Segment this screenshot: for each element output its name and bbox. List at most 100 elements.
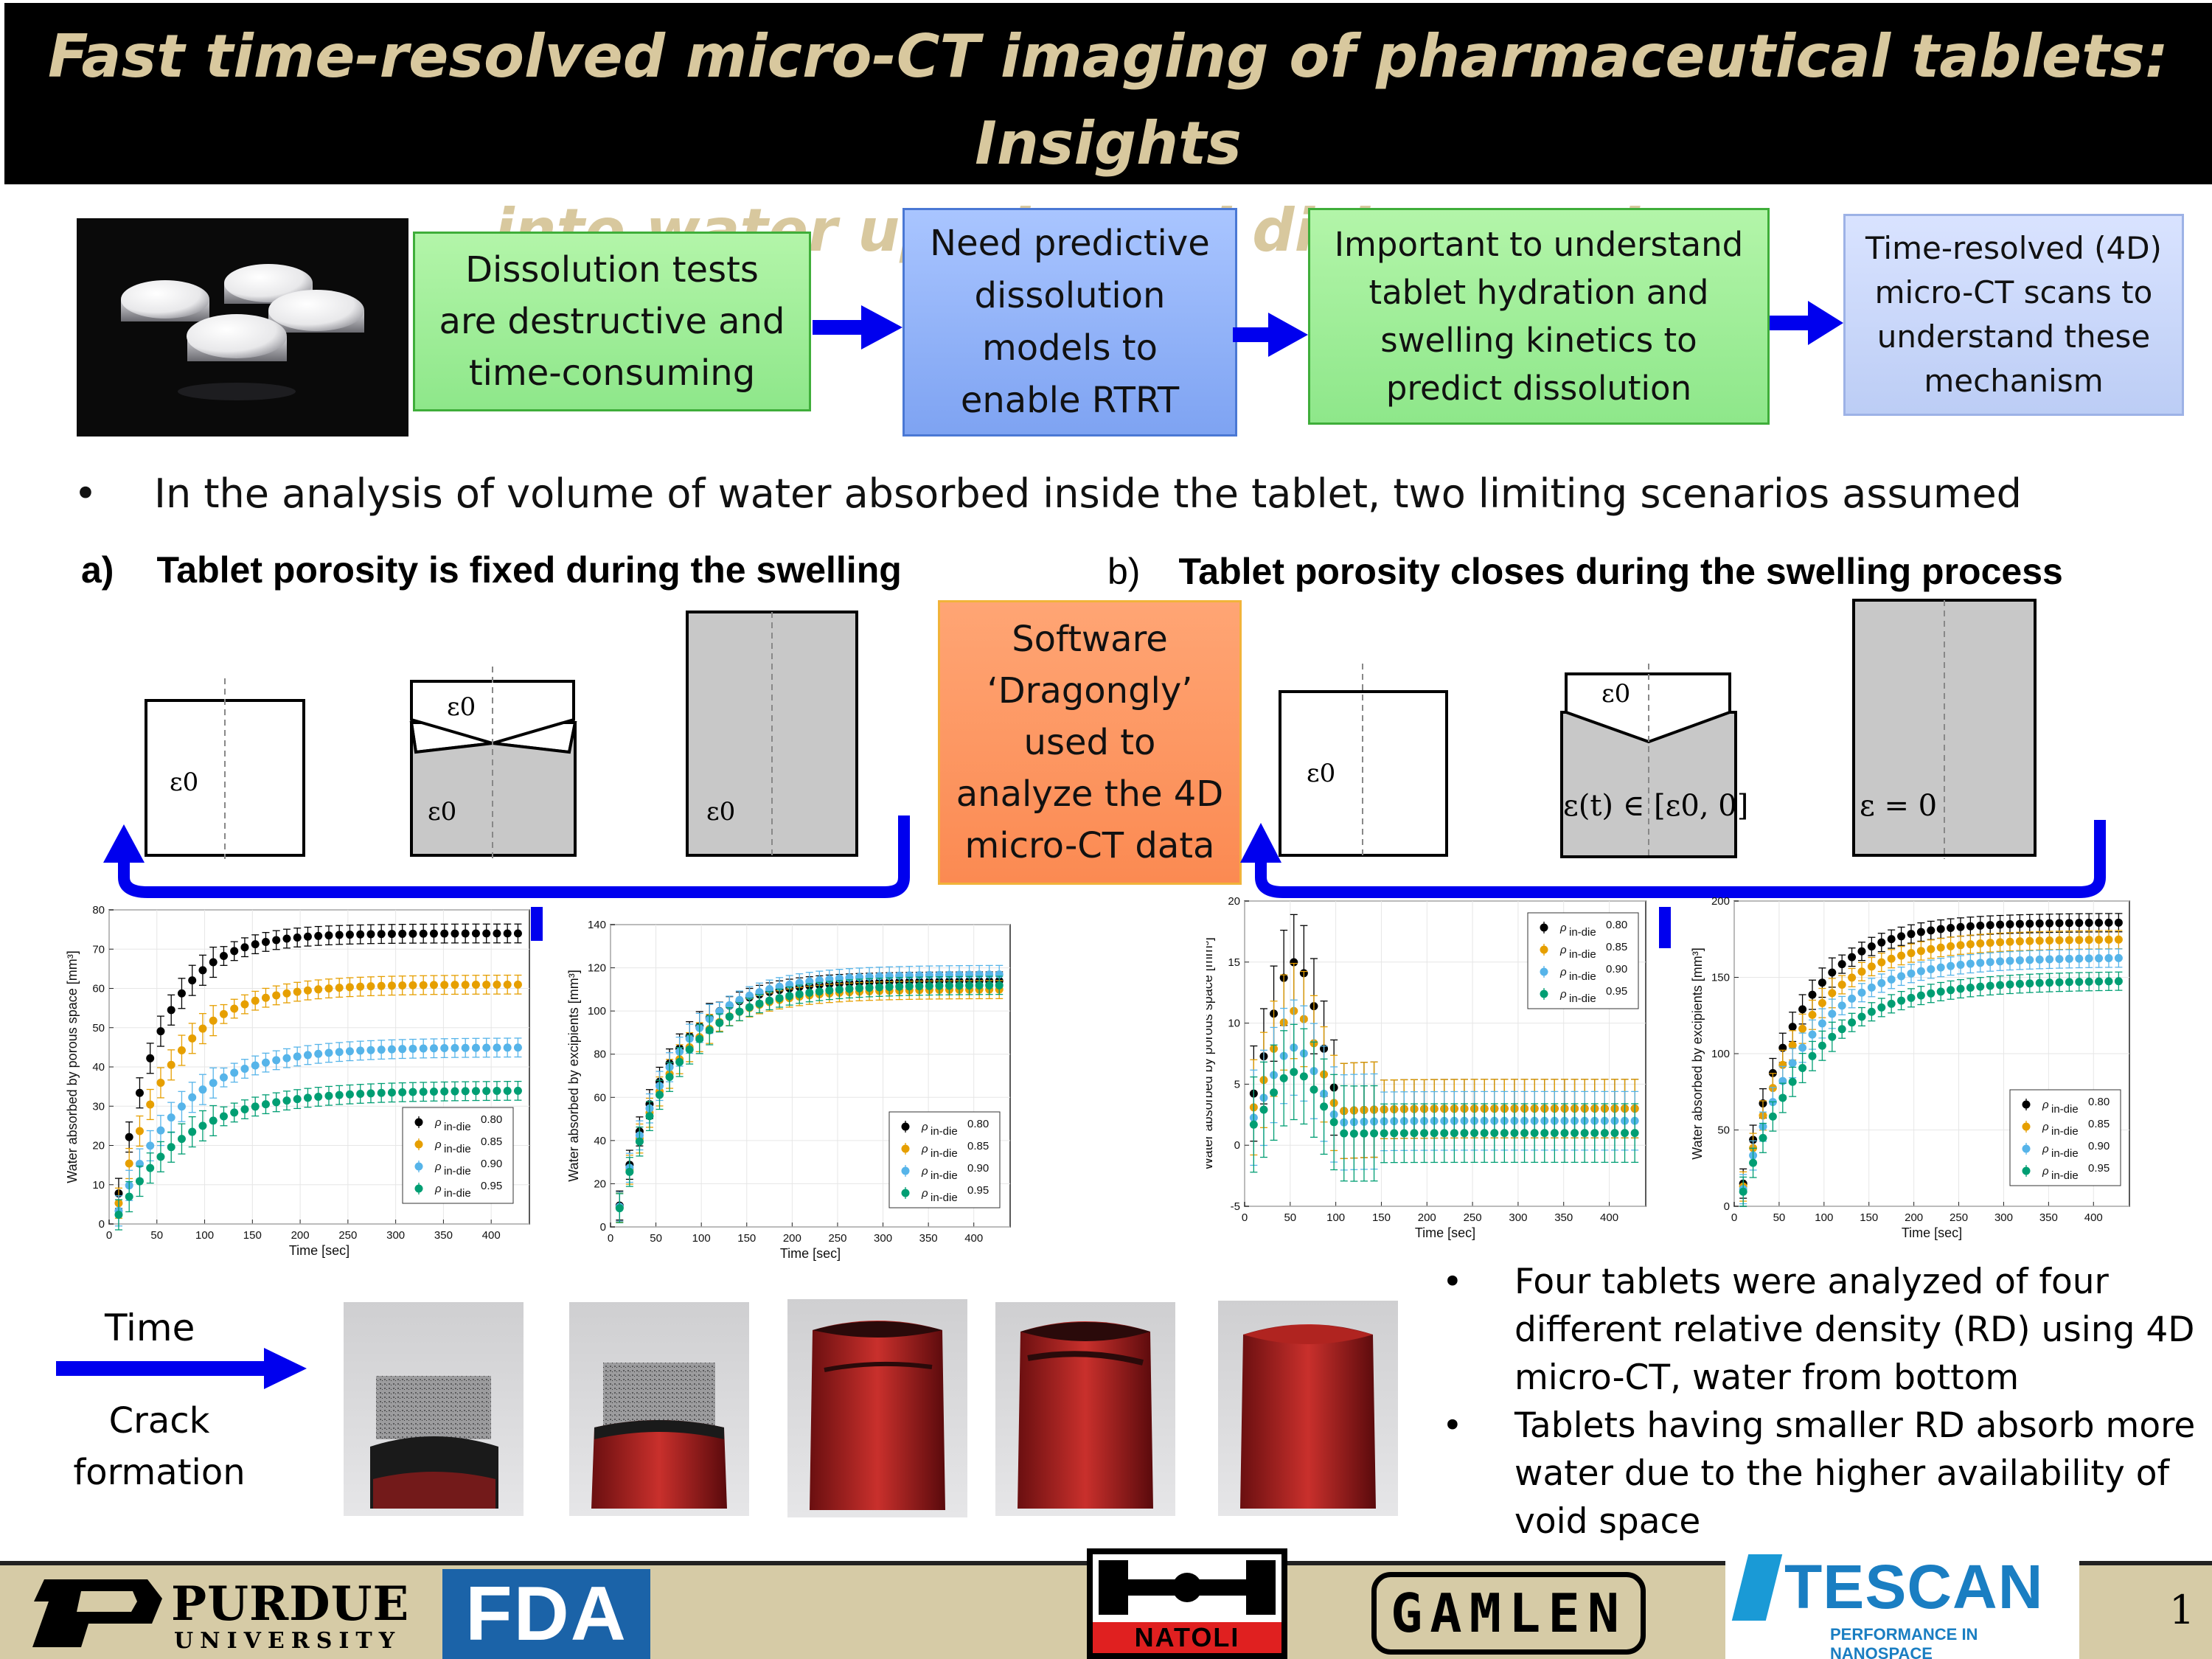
- y-tick-label: 50: [1717, 1124, 1730, 1137]
- data-point: [198, 1085, 207, 1094]
- data-point: [1848, 1018, 1857, 1027]
- data-point: [188, 1034, 197, 1043]
- data-point: [356, 1089, 365, 1098]
- data-point: [2075, 936, 2084, 945]
- chart-b-excipients: 0 50 100 150 200 250 300 350 400 0 50 100 150 200 Time…: [1688, 894, 2146, 1248]
- data-point: [482, 929, 491, 938]
- data-point: [1370, 1129, 1379, 1138]
- x-tick-label: 250: [1464, 1211, 1482, 1224]
- x-tick-label: 0: [106, 1229, 112, 1242]
- legend-subscript: in-die: [444, 1121, 471, 1133]
- data-point: [188, 1093, 197, 1102]
- legend-value: 0.80: [2088, 1096, 2110, 1108]
- data-point: [1976, 982, 1985, 991]
- data-point: [1947, 961, 1955, 970]
- right-bullet-2-line-1: Tablets having smaller RD absorb more: [1514, 1405, 2196, 1446]
- right-bullet-2-line-3: void space: [1514, 1501, 1701, 1542]
- data-point: [2035, 955, 2044, 964]
- flow-box-4-line-4: mechanism: [1924, 363, 2104, 399]
- x-tick-label: 50: [650, 1232, 662, 1245]
- legend-rho: ρ: [1559, 944, 1567, 956]
- data-point: [1788, 1077, 1797, 1086]
- data-point: [461, 1043, 470, 1052]
- time-arrow: [56, 1348, 307, 1389]
- data-point: [198, 1024, 207, 1033]
- data-point: [1360, 1129, 1368, 1138]
- legend-value: 0.90: [481, 1158, 502, 1170]
- data-point: [1290, 1068, 1298, 1077]
- y-tick-label: -5: [1231, 1200, 1240, 1213]
- data-point: [695, 1034, 704, 1043]
- data-point: [230, 1004, 239, 1013]
- flow-box-1-line-1: Dissolution tests: [465, 249, 759, 291]
- data-point: [1887, 935, 1896, 944]
- data-point: [240, 1064, 249, 1073]
- data-point: [1808, 990, 1817, 999]
- data-point: [1996, 938, 2005, 947]
- data-point: [377, 930, 386, 939]
- data-point: [1837, 1001, 1846, 1010]
- x-tick-label: 150: [1860, 1211, 1878, 1224]
- y-tick-label: 30: [92, 1100, 105, 1113]
- data-point: [440, 981, 449, 990]
- data-point: [1916, 947, 1925, 956]
- data-point: [209, 1116, 218, 1125]
- data-point: [1818, 1019, 1826, 1028]
- data-point: [1540, 1129, 1549, 1138]
- data-point: [1907, 993, 1916, 1002]
- flow-box-hydration-kinetics: Important to understand tablet hydration…: [1308, 208, 1770, 425]
- data-point: [755, 999, 764, 1008]
- data-point: [1450, 1129, 1458, 1138]
- data-point: [785, 992, 794, 1001]
- eps0-label: ε0: [447, 692, 476, 722]
- series-0.95: [1739, 971, 2123, 1207]
- data-point: [1848, 953, 1857, 961]
- data-point: [1788, 1041, 1797, 1050]
- data-point: [2104, 935, 2113, 944]
- data-point: [1310, 1085, 1318, 1094]
- scenario-a-text: Tablet porosity is fixed during the swel…: [156, 549, 902, 591]
- data-point: [156, 1027, 165, 1036]
- data-point: [2114, 953, 2123, 962]
- flow-box-dissolution-tests: Dissolution tests are destructive and ti…: [413, 232, 811, 411]
- legend-rho: ρ: [2042, 1165, 2049, 1178]
- data-point: [1818, 1041, 1826, 1050]
- series-0.85: [114, 974, 522, 1219]
- data-point: [675, 1057, 684, 1066]
- x-tick-label: 200: [1905, 1211, 1923, 1224]
- data-point: [625, 1167, 634, 1176]
- legend-value: 0.90: [1606, 963, 1627, 975]
- data-point: [2006, 937, 2014, 946]
- x-tick-label: 300: [1994, 1211, 2013, 1224]
- flow-box-2-line-2: dissolution: [974, 275, 1166, 316]
- y-axis-title: Water absorbed by excipients [mm³]: [566, 970, 581, 1181]
- data-point: [1916, 967, 1925, 975]
- data-point: [1936, 963, 1945, 972]
- x-tick-label: 300: [874, 1232, 892, 1245]
- eps-zero-label: ε = 0: [1860, 789, 1937, 823]
- data-point: [1270, 1088, 1279, 1097]
- legend-subscript: in-die: [2051, 1125, 2079, 1138]
- data-point: [167, 1060, 175, 1069]
- data-point: [219, 1073, 228, 1082]
- flow-box-predictive-models: Need predictive dissolution models to en…: [902, 208, 1237, 437]
- data-point: [240, 1000, 249, 1009]
- data-point: [1798, 1024, 1807, 1033]
- data-point: [345, 1090, 354, 1099]
- legend-subscript: in-die: [1569, 926, 1596, 939]
- data-point: [398, 929, 407, 938]
- data-point: [188, 1127, 197, 1136]
- data-point: [335, 931, 344, 939]
- data-point: [1986, 939, 1994, 947]
- data-point: [1460, 1129, 1469, 1138]
- natoli-text: NATOLI: [1093, 1622, 1281, 1653]
- data-point: [1956, 922, 1965, 931]
- data-point: [1440, 1129, 1449, 1138]
- purdue-wordmark: PURDUE: [171, 1576, 410, 1632]
- data-point: [398, 1045, 407, 1054]
- data-point: [513, 1086, 522, 1095]
- legend-subscript: in-die: [931, 1147, 958, 1160]
- x-tick-label: 150: [243, 1229, 262, 1242]
- legend-rho: ρ: [434, 1138, 442, 1151]
- data-point: [282, 1054, 291, 1062]
